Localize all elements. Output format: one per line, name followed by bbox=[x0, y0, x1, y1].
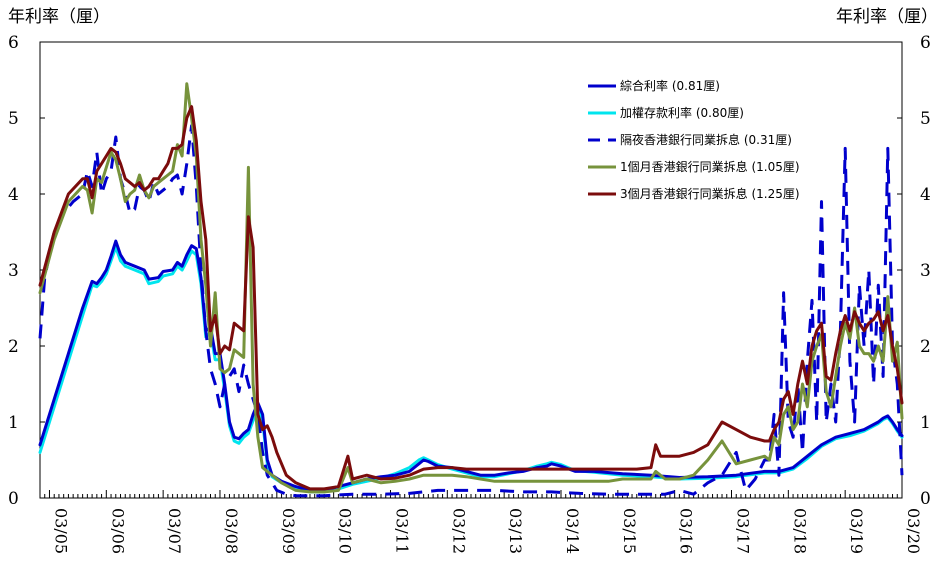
y-tick-label-left: 1 bbox=[8, 413, 19, 433]
legend: 綜合利率 (0.81厘) 加權存款利率 (0.80厘) 隔夜香港銀行同業拆息 (0.… bbox=[588, 78, 800, 201]
legend-label-2: 隔夜香港銀行同業拆息 (0.31厘) bbox=[620, 132, 792, 147]
x-tick-label: 03/10 bbox=[336, 508, 355, 554]
x-tick-label: 03/13 bbox=[506, 508, 525, 554]
series-layer bbox=[38, 82, 904, 498]
y-tick-label-left: 4 bbox=[8, 185, 19, 205]
legend-label-1: 加權存款利率 (0.80厘) bbox=[620, 105, 744, 120]
x-tick-label: 03/07 bbox=[165, 508, 184, 554]
y-tick-label-right: 4 bbox=[920, 185, 931, 205]
x-tick-label: 03/18 bbox=[790, 508, 809, 554]
y-tick-label-right: 3 bbox=[920, 261, 931, 281]
x-tick-label: 03/20 bbox=[904, 508, 923, 554]
y-tick-label-left: 5 bbox=[8, 109, 19, 129]
x-tick-label: 03/17 bbox=[733, 508, 752, 554]
series-line-3 bbox=[38, 82, 904, 494]
x-tick-label: 03/05 bbox=[51, 508, 70, 554]
x-tick-label: 03/15 bbox=[620, 508, 639, 554]
legend-label-4: 3個月香港銀行同業拆息 (1.25厘) bbox=[620, 186, 800, 201]
y-tick-label-right: 6 bbox=[920, 33, 931, 53]
y-tick-label-right: 1 bbox=[920, 413, 931, 433]
y-tick-label-right: 0 bbox=[920, 489, 931, 509]
left-axis-unit-label: 年利率（厘） bbox=[8, 7, 110, 27]
series-line-0 bbox=[38, 239, 904, 492]
legend-label-0: 綜合利率 (0.81厘) bbox=[620, 78, 720, 93]
series-line-2 bbox=[38, 124, 904, 498]
x-tick-label: 03/19 bbox=[847, 508, 866, 554]
x-tick-label: 03/06 bbox=[108, 508, 127, 554]
x-tick-label: 03/16 bbox=[677, 508, 696, 554]
right-axis-unit-label: 年利率（厘） bbox=[836, 7, 938, 27]
left-y-axis: 0 1 2 3 4 5 6 bbox=[8, 33, 45, 509]
y-tick-label-right: 2 bbox=[920, 337, 931, 357]
x-tick-label: 03/14 bbox=[563, 508, 582, 554]
series-line-4 bbox=[38, 105, 904, 491]
x-tick-label: 03/11 bbox=[392, 508, 411, 554]
y-tick-label-left: 6 bbox=[8, 33, 19, 53]
x-tick-label: 03/08 bbox=[222, 508, 241, 554]
right-y-axis: 0 1 2 3 4 5 6 bbox=[897, 33, 931, 509]
y-tick-label-left: 0 bbox=[8, 489, 19, 509]
legend-label-3: 1個月香港銀行同業拆息 (1.05厘) bbox=[620, 159, 800, 174]
series-line-1 bbox=[38, 245, 904, 494]
y-tick-label-left: 3 bbox=[8, 261, 19, 281]
x-tick-label: 03/12 bbox=[449, 508, 468, 554]
x-axis: 03/05 03/06 03/07 03/08 03/09 03/10 03/11 03/12… bbox=[39, 490, 923, 554]
x-tick-label: 03/09 bbox=[279, 508, 298, 554]
y-tick-label-right: 5 bbox=[920, 109, 931, 129]
y-tick-label-left: 2 bbox=[8, 337, 19, 357]
